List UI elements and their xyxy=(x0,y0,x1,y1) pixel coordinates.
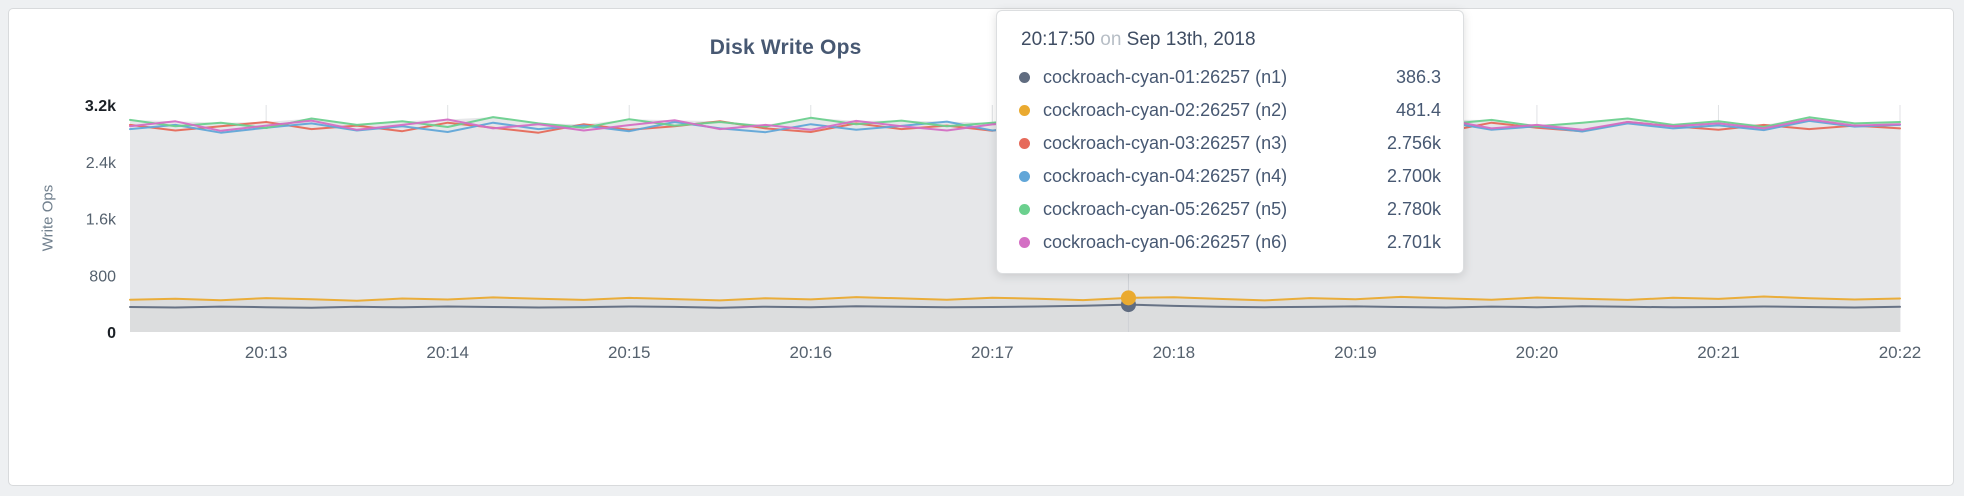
x-tick-label: 20:21 xyxy=(1697,343,1740,362)
series-dot-icon xyxy=(1019,171,1030,182)
x-tick-label: 20:17 xyxy=(971,343,1014,362)
series-value: 2.700k xyxy=(1386,166,1441,186)
series-dot-icon xyxy=(1019,237,1030,248)
x-tick-label: 20:15 xyxy=(608,343,651,362)
y-tick-label: 1.6k xyxy=(86,212,117,229)
x-tick-label: 20:18 xyxy=(1153,343,1196,362)
series-line xyxy=(129,303,1901,309)
tooltip-row: cockroach-cyan-01:26257 (n1) 386.3 xyxy=(1019,61,1441,94)
y-tick-label: 2.4k xyxy=(86,155,117,172)
tooltip-conjunction: on xyxy=(1100,29,1122,50)
y-axis-title: Write Ops xyxy=(39,184,57,252)
tooltip-row: cockroach-cyan-05:26257 (n5) 2.780k xyxy=(1019,193,1441,226)
tooltip-row: cockroach-cyan-04:26257 (n4) 2.700k xyxy=(1019,160,1441,193)
chart-title: Disk Write Ops xyxy=(709,36,862,59)
series-name: cockroach-cyan-01:26257 (n1) xyxy=(1043,67,1288,87)
x-tick-label: 20:22 xyxy=(1879,343,1922,362)
x-tick-label: 20:19 xyxy=(1334,343,1377,362)
series-name: cockroach-cyan-03:26257 (n3) xyxy=(1043,133,1288,153)
y-tick-label: 800 xyxy=(89,268,116,285)
tooltip-row: cockroach-cyan-03:26257 (n3) 2.756k xyxy=(1019,127,1441,160)
series-dot-icon xyxy=(1019,72,1030,83)
series-value: 2.701k xyxy=(1386,232,1441,252)
y-tick-label: 0 xyxy=(107,325,116,342)
y-tick-label: 3.2k xyxy=(85,98,116,115)
axis-labels: 20:13 20:14 20:15 20:16 20:17 20:18 20:19 20:20… xyxy=(85,98,1921,362)
x-tick-label: 20:20 xyxy=(1516,343,1559,362)
tooltip-row: cockroach-cyan-02:26257 (n2) 481.4 xyxy=(1019,94,1441,127)
series-name: cockroach-cyan-04:26257 (n4) xyxy=(1043,166,1288,186)
series-line xyxy=(129,295,1901,302)
x-tick-label: 20:14 xyxy=(426,343,469,362)
tooltip-header: 20:17:50 on Sep 13th, 2018 xyxy=(1021,29,1441,51)
series-name: cockroach-cyan-05:26257 (n5) xyxy=(1043,199,1288,219)
tooltip-time: 20:17:50 xyxy=(1021,29,1095,50)
series-name: cockroach-cyan-02:26257 (n2) xyxy=(1043,100,1288,120)
series-value: 2.780k xyxy=(1386,199,1441,219)
tooltip-row: cockroach-cyan-06:26257 (n6) 2.701k xyxy=(1019,226,1441,259)
tooltip-rows: cockroach-cyan-01:26257 (n1) 386.3 cockroa… xyxy=(1019,61,1441,259)
series-value: 481.4 xyxy=(1395,100,1441,120)
x-tick-label: 20:16 xyxy=(789,343,832,362)
series-value: 2.756k xyxy=(1386,133,1441,153)
tooltip-date: Sep 13th, 2018 xyxy=(1126,29,1256,50)
series-value: 386.3 xyxy=(1395,67,1441,87)
series-dot-icon xyxy=(1019,138,1030,149)
series-dot-icon xyxy=(1019,105,1030,116)
x-tick-label: 20:13 xyxy=(245,343,288,362)
series-name: cockroach-cyan-06:26257 (n6) xyxy=(1043,232,1288,252)
hover-tooltip: 20:17:50 on Sep 13th, 2018 cockroach-cya… xyxy=(996,10,1464,274)
hover-dot xyxy=(1120,290,1136,306)
series-dot-icon xyxy=(1019,204,1030,215)
